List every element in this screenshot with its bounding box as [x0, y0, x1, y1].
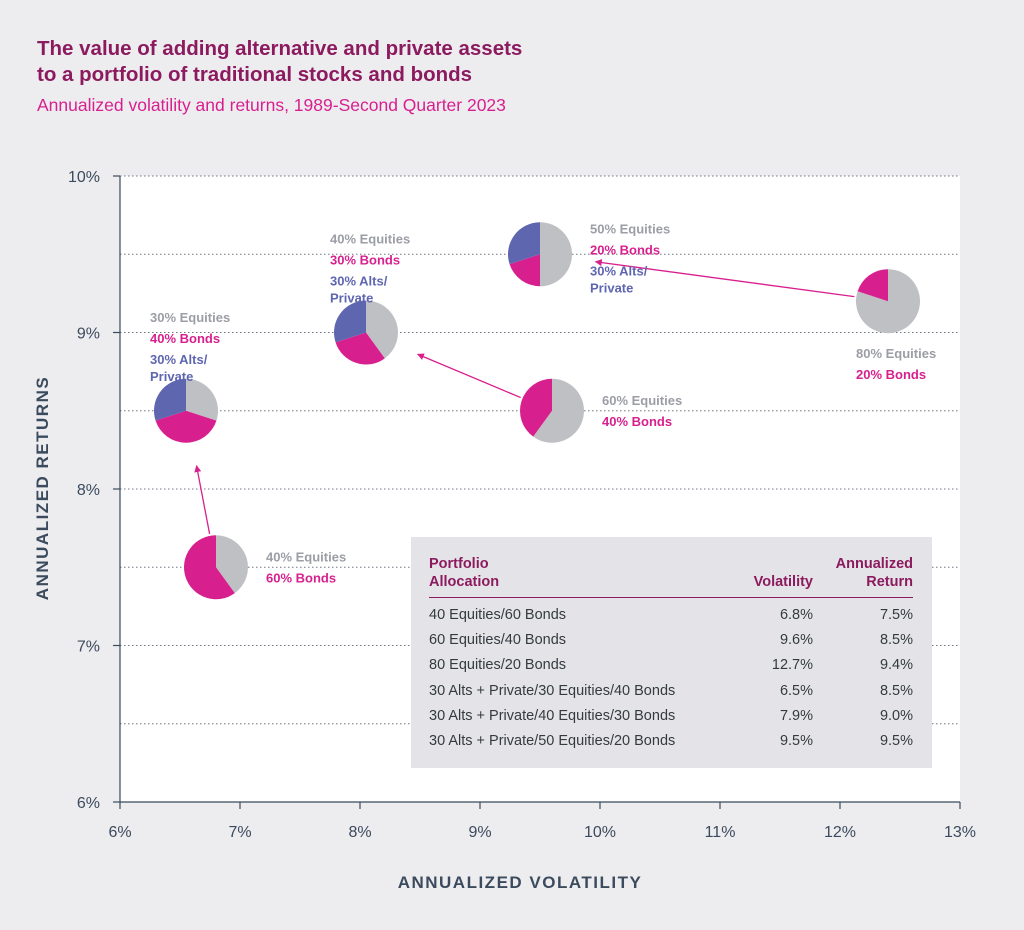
pie-label-alts: 30% Alts/ [150, 352, 208, 367]
table-row: 30 Alts + Private/40 Equities/30 Bonds 7.… [429, 703, 913, 728]
y-tick-label: 7% [77, 639, 100, 656]
pie-slice-bonds [857, 269, 888, 302]
pie-p80-20: 80% Equities 20% Bonds [856, 269, 936, 382]
pie-slice-equities [186, 378, 218, 421]
table-row: 80 Equities/20 Bonds 12.7% 9.4% [429, 653, 913, 678]
y-tick-label: 6% [77, 795, 100, 812]
table-header-row: Portfolio Allocation Volatility Annualiz… [429, 555, 913, 598]
table-cell-return: 7.5% [879, 606, 913, 623]
table-cell-allocation: 30 Alts + Private/50 Equities/20 Bonds [429, 733, 676, 750]
summary-table: Portfolio Allocation Volatility Annualiz… [429, 555, 913, 754]
table-body: 40 Equities/60 Bonds 6.8% 7.5% 60 Equities/… [429, 598, 913, 754]
x-tick-label: 11% [705, 824, 736, 841]
pie-label-equities: 30% Equities [150, 310, 230, 325]
pie-label-alts: 30% Alts/ [590, 263, 648, 278]
table-row: 40 Equities/60 Bonds 6.8% 7.5% [429, 598, 913, 628]
arrow [416, 353, 521, 399]
pie-slice-alts [154, 378, 186, 421]
table-cell-return: 9.5% [879, 733, 913, 750]
pie-label-bonds: 20% Bonds [856, 367, 926, 382]
pie-label-equities: 40% Equities [330, 232, 410, 247]
pie-p30-50-20: 50% Equities 20% Bonds 30% Alts/Private [508, 221, 670, 295]
table-cell-volatility: 9.6% [779, 631, 813, 648]
table-cell-volatility: 6.5% [779, 682, 813, 699]
x-tick-label: 8% [348, 824, 371, 841]
x-tick-label: 9% [468, 824, 491, 841]
pie-p40-60: 40% Equities 60% Bonds [184, 535, 346, 600]
table-row: 30 Alts + Private/50 Equities/20 Bonds 9.… [429, 728, 913, 753]
pie-slice-equities [366, 300, 399, 359]
pie-label-equities: 50% Equities [590, 221, 670, 236]
header-allocation: Portfolio Allocation [429, 555, 723, 598]
x-tick-label: 6% [108, 824, 131, 841]
pie-slice-equities [856, 269, 920, 334]
table-cell-return: 9.0% [879, 707, 913, 724]
pie-slice-bonds [184, 535, 235, 600]
x-tick-label: 12% [824, 824, 856, 841]
x-tick-label: 13% [944, 824, 976, 841]
pie-label-equities: 80% Equities [856, 346, 936, 361]
pie-label-bonds: 20% Bonds [590, 242, 660, 257]
table-cell-return: 8.5% [879, 682, 913, 699]
header-allocation-line-1: Portfolio [429, 556, 489, 572]
y-tick-label: 9% [77, 326, 100, 343]
chart-title-line-2: to a portfolio of traditional stocks and… [37, 63, 473, 86]
pie-slice-alts [508, 222, 540, 265]
pie-p60-40: 60% Equities 40% Bonds [520, 378, 682, 443]
chart-title: The value of adding alternative and priv… [37, 36, 522, 88]
y-tick-label: 10% [68, 169, 100, 186]
header-volatility: Volatility [723, 555, 813, 598]
table-cell-return: 8.5% [879, 631, 913, 648]
pie-label-bonds: 30% Bonds [330, 253, 400, 268]
pie-label-alts: Private [590, 280, 633, 295]
table-row: 60 Equities/40 Bonds 9.6% 8.5% [429, 627, 913, 652]
pie-slice-alts [334, 300, 366, 343]
arrow [594, 259, 855, 298]
pie-slice-bonds [520, 378, 552, 437]
pie-p30-40-30: 40% Equities 30% Bonds 30% Alts/Private [330, 232, 410, 365]
pie-slice-bonds [155, 410, 217, 443]
table-cell-allocation: 30 Alts + Private/30 Equities/40 Bonds [429, 682, 676, 699]
header-allocation-line-2: Allocation [429, 574, 500, 590]
x-tick-label: 10% [584, 824, 616, 841]
pie-label-bonds: 40% Bonds [602, 414, 672, 429]
header-return-line-2: Return [866, 574, 913, 590]
arrow [194, 465, 211, 534]
pie-label-alts: 30% Alts/ [330, 274, 388, 289]
pie-p30-30-40: 30% Equities 40% Bonds 30% Alts/Private [150, 310, 230, 443]
pie-label-equities: 60% Equities [602, 393, 682, 408]
pie-label-bonds: 40% Bonds [150, 331, 220, 346]
summary-table-panel: Portfolio Allocation Volatility Annualiz… [411, 537, 932, 768]
table-cell-allocation: 80 Equities/20 Bonds [429, 657, 567, 674]
pie-label-alts: Private [330, 291, 373, 306]
x-tick-label: 7% [228, 824, 251, 841]
pie-label-alts: Private [150, 369, 193, 384]
table-cell-volatility: 9.5% [779, 733, 813, 750]
y-axis-title: ANNUALIZED RETURNS [33, 376, 52, 600]
pie-slice-equities [216, 535, 248, 594]
chart-title-line-1: The value of adding alternative and priv… [37, 37, 523, 60]
chart-subtitle: Annualized volatility and returns, 1989-… [37, 95, 506, 115]
table-cell-allocation: 30 Alts + Private/40 Equities/30 Bonds [429, 707, 676, 724]
table-cell-return: 9.4% [879, 657, 913, 674]
pie-label-bonds: 60% Bonds [266, 570, 336, 585]
table-cell-allocation: 60 Equities/40 Bonds [429, 631, 567, 648]
pie-slice-equities [540, 222, 572, 287]
table-cell-volatility: 12.7% [771, 657, 813, 674]
header-return: Annualized Return [813, 555, 913, 598]
header-return-line-1: Annualized [835, 556, 913, 572]
table-cell-allocation: 40 Equities/60 Bonds [429, 606, 567, 623]
table-cell-volatility: 7.9% [779, 707, 813, 724]
pie-slice-bonds [335, 332, 385, 365]
pie-slice-equities [533, 378, 584, 443]
pie-label-equities: 40% Equities [266, 549, 346, 564]
table-cell-volatility: 6.8% [779, 606, 813, 623]
x-axis-title: ANNUALIZED VOLATILITY [398, 873, 643, 892]
table-row: 30 Alts + Private/30 Equities/40 Bonds 6.… [429, 678, 913, 703]
y-tick-label: 8% [77, 482, 100, 499]
pie-slice-bonds [509, 254, 540, 287]
